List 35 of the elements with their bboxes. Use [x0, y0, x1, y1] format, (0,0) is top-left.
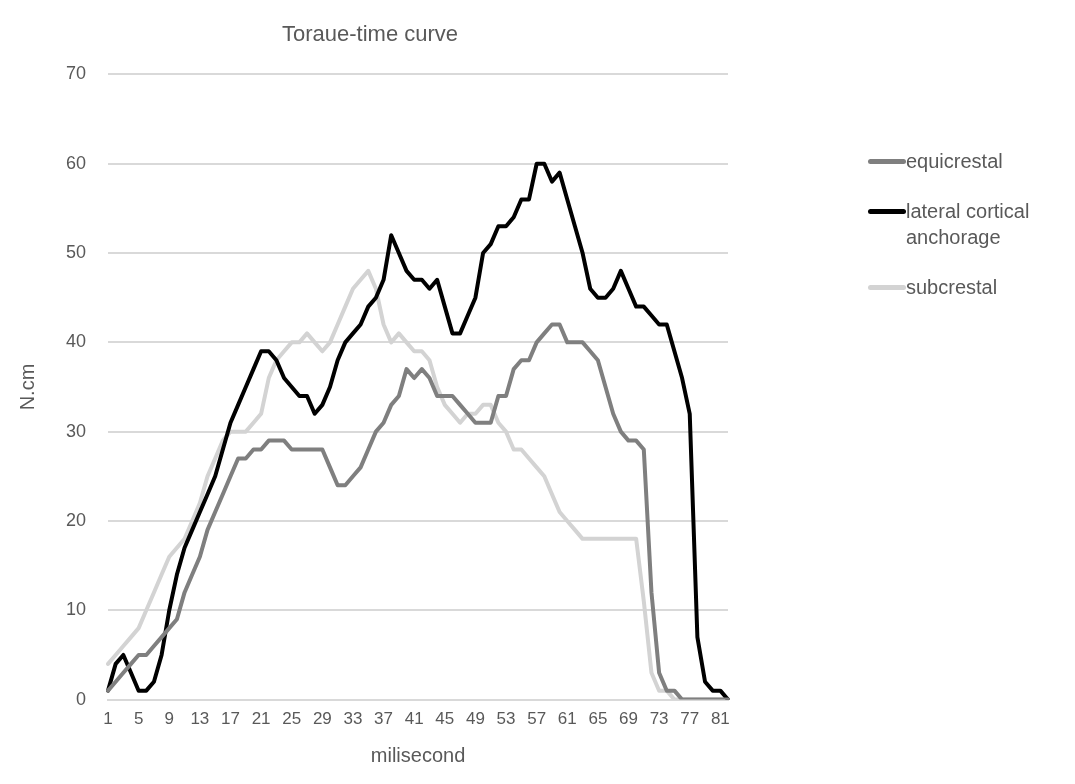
- y-tick-label: 0: [76, 688, 87, 709]
- y-tick-label: 20: [65, 509, 87, 530]
- x-tick-label: 29: [312, 709, 332, 729]
- x-tick-label: 53: [496, 709, 516, 729]
- chart-title: Toraue-time curve: [281, 21, 459, 47]
- x-tick-label: 49: [465, 709, 485, 729]
- x-tick-label: 61: [557, 709, 577, 729]
- y-tick-label: 40: [65, 331, 87, 352]
- x-tick-label: 45: [435, 709, 455, 729]
- x-tick-label: 77: [680, 709, 700, 729]
- x-tick-label: 81: [710, 709, 730, 729]
- x-tick-label: 37: [374, 709, 394, 729]
- x-tick-label: 57: [527, 709, 547, 729]
- x-tick-label: 17: [221, 709, 240, 729]
- x-tick-label: 65: [588, 709, 608, 729]
- x-axis-title: milisecond: [370, 743, 466, 766]
- x-tick-label: 5: [133, 709, 144, 729]
- x-tick-label: 21: [251, 709, 271, 729]
- legend-label: equicrestal: [906, 149, 1003, 174]
- y-tick-label: 50: [65, 242, 87, 262]
- y-tick-label: 10: [65, 599, 87, 620]
- x-tick-label: 9: [164, 709, 174, 729]
- x-tick-label: 69: [619, 709, 638, 729]
- y-axis-title: N.cm: [15, 363, 38, 411]
- x-tick-label: 41: [404, 709, 424, 729]
- y-tick-label: 30: [65, 420, 87, 441]
- legend-label: subcrestal: [906, 275, 998, 300]
- x-tick-label: 33: [343, 709, 363, 729]
- legend-label: lateral cortical anchorage: [906, 199, 1031, 250]
- x-tick-label: 25: [282, 709, 302, 729]
- x-tick-label: 13: [190, 709, 210, 729]
- y-tick-label: 60: [65, 152, 87, 173]
- x-tick-label: 1: [103, 709, 113, 729]
- x-tick-label: 73: [649, 709, 669, 729]
- y-tick-label: 70: [65, 63, 87, 84]
